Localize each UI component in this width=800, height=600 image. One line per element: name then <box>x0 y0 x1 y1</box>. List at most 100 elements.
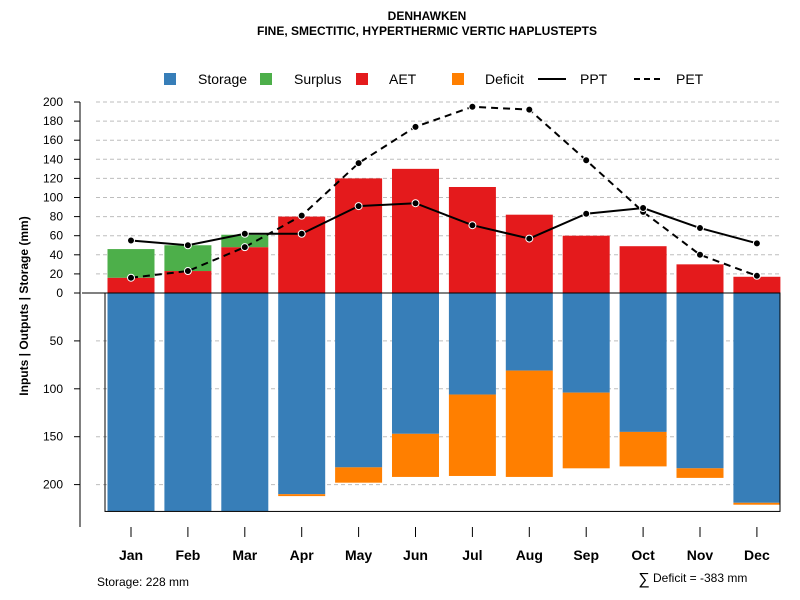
legend-surplus-swatch <box>260 73 272 85</box>
x-tick-label: May <box>345 547 372 563</box>
pet-point <box>240 243 249 252</box>
x-tick-label: Aug <box>516 547 543 563</box>
storage-bar <box>619 293 667 432</box>
pet-point <box>582 156 591 165</box>
surplus-bar <box>221 234 269 248</box>
ppt-point <box>354 202 363 211</box>
ppt-point <box>525 234 534 243</box>
ppt-point <box>411 199 420 208</box>
sigma-symbol: ∑ <box>638 571 649 588</box>
legend-deficit-swatch <box>452 73 464 85</box>
y-tick-label: 20 <box>50 267 64 281</box>
pet-point <box>354 159 363 168</box>
aet-bar <box>335 178 383 293</box>
x-tick-label: Sep <box>573 547 599 563</box>
pet-point <box>127 273 135 282</box>
deficit-bar <box>733 502 781 505</box>
ppt-point <box>468 221 477 230</box>
pet-point <box>297 211 306 220</box>
legend-storage-swatch <box>164 73 176 85</box>
ppt-point <box>582 209 591 218</box>
x-tick-label: Jun <box>403 547 428 563</box>
aet-bar <box>562 235 610 293</box>
x-tick-label: Dec <box>744 547 770 563</box>
chart-title: DENHAWKEN <box>388 9 467 23</box>
x-tick-label: Apr <box>290 547 315 563</box>
y-tick-label: 60 <box>50 229 64 243</box>
y-tick-label: 50 <box>50 334 64 348</box>
legend-storage-label: Storage <box>198 71 247 87</box>
x-tick-label: Mar <box>232 547 257 563</box>
pet-point <box>752 271 761 280</box>
legend-surplus-label: Surplus <box>294 71 341 87</box>
y-tick-label: 100 <box>43 191 63 205</box>
legend-deficit-label: Deficit <box>485 71 524 87</box>
ppt-point <box>240 229 249 238</box>
y-tick-label: 0 <box>56 286 63 300</box>
aet-bar <box>676 264 724 293</box>
ppt-point <box>696 224 704 233</box>
deficit-bar <box>448 394 496 476</box>
chart-subtitle: FINE, SMECTITIC, HYPERTHERMIC VERTIC HAP… <box>257 24 597 38</box>
ppt-point <box>639 204 648 213</box>
x-tick-label: Feb <box>175 547 200 563</box>
pet-point <box>468 102 477 111</box>
legend-aet-label: AET <box>389 71 417 87</box>
aet-bar <box>448 186 496 293</box>
y-tick-label: 40 <box>50 248 64 262</box>
ppt-line <box>130 202 758 247</box>
deficit-bar <box>392 433 439 477</box>
y-tick-label: 200 <box>43 95 63 109</box>
storage-bar <box>392 293 439 434</box>
x-tick-label: Jan <box>119 547 143 563</box>
aet-bar <box>505 214 553 293</box>
surplus-bar <box>107 249 155 278</box>
pet-point <box>696 250 704 259</box>
deficit-bar <box>335 467 383 483</box>
x-tick-label: Oct <box>631 547 655 563</box>
legend-pet-label: PET <box>676 71 704 87</box>
aet-bar <box>278 216 326 293</box>
x-tick-label: Jul <box>462 547 482 563</box>
surplus-bar <box>164 245 212 272</box>
legend-ppt-label: PPT <box>580 71 608 87</box>
deficit-bar <box>505 370 553 477</box>
y-tick-label: 160 <box>43 133 63 147</box>
storage-bar <box>448 293 496 395</box>
legend-aet-swatch <box>356 73 368 85</box>
storage-bar <box>335 293 383 468</box>
y-tick-label: 140 <box>43 152 63 166</box>
ppt-point <box>297 229 306 238</box>
pet-line <box>130 105 758 279</box>
storage-bar <box>278 293 326 495</box>
storage-bar <box>505 293 553 371</box>
aet-bar <box>392 168 439 293</box>
y-tick-label: 150 <box>43 430 63 444</box>
deficit-annotation: Deficit = -383 mm <box>653 571 747 585</box>
ppt-point <box>127 236 135 245</box>
y-tick-label: 80 <box>50 210 64 224</box>
y-tick-label: 200 <box>43 478 63 492</box>
storage-bar <box>164 293 212 512</box>
pet-point <box>183 267 192 276</box>
pet-point <box>525 105 534 114</box>
ppt-point <box>752 239 761 248</box>
aet-bar <box>164 271 212 293</box>
storage-bar <box>676 293 724 469</box>
aet-bar <box>107 277 155 293</box>
aet-bar <box>733 276 781 293</box>
pet-point <box>411 122 420 131</box>
aet-bar <box>619 246 667 293</box>
x-tick-label: Nov <box>687 547 714 563</box>
y-tick-label: 100 <box>43 382 63 396</box>
deficit-bar <box>619 431 667 467</box>
deficit-bar <box>562 392 610 469</box>
plot-area: 0 20 40 60 80 100 120 140 160 180 200 50 100 150 200 Ja… <box>43 95 781 563</box>
storage-annotation: Storage: 228 mm <box>97 575 189 589</box>
ppt-point <box>183 241 192 250</box>
y-tick-label: 120 <box>43 171 63 185</box>
deficit-bar <box>676 468 724 478</box>
storage-bar <box>221 293 269 512</box>
legend: Storage Surplus AET Deficit PPT PET <box>164 71 704 87</box>
